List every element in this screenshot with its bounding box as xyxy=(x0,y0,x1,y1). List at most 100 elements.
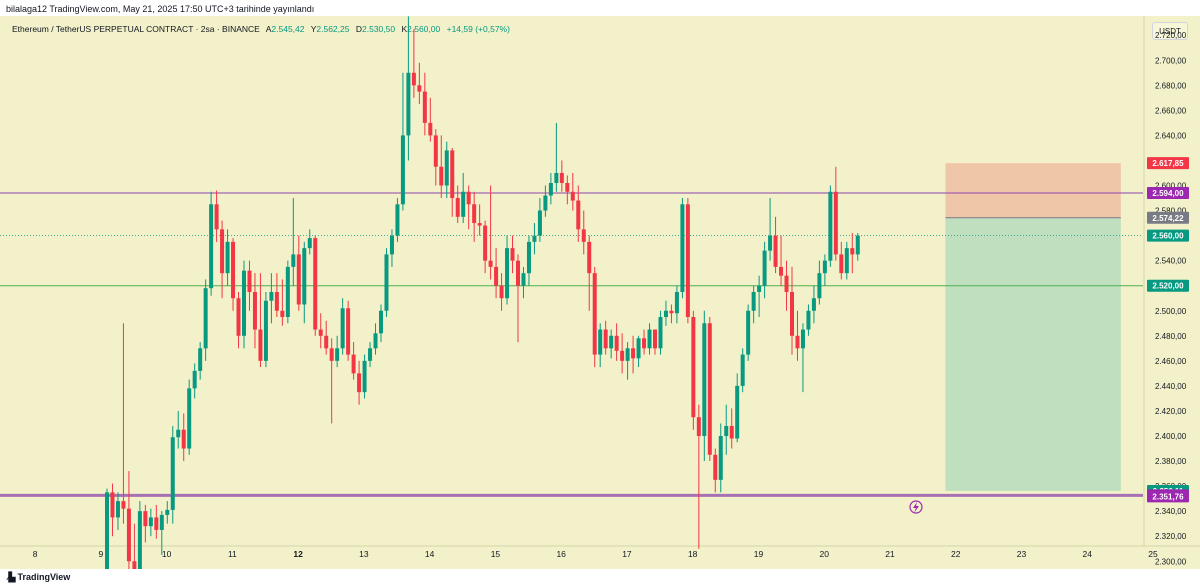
stop-loss-zone xyxy=(945,163,1121,218)
publish-info: bilalaga12 TradingView.com, May 21, 2025… xyxy=(6,4,315,14)
candle-up xyxy=(192,370,197,389)
candle-up xyxy=(285,266,290,318)
candle-up xyxy=(362,360,367,393)
y-tick-label: 2.420,00 xyxy=(1155,407,1187,416)
candle-down xyxy=(850,248,855,255)
candle-up xyxy=(674,291,679,314)
candle-down xyxy=(274,291,279,311)
price-tag-label: 2.351,76 xyxy=(1152,492,1184,501)
y-tick-label: 2.600,00 xyxy=(1155,182,1187,191)
candle-up xyxy=(379,310,383,334)
open-key: A xyxy=(265,24,272,34)
candle-down xyxy=(143,511,148,527)
candle-up xyxy=(302,248,307,305)
candle-up xyxy=(291,254,296,267)
high-key: Y xyxy=(310,24,317,34)
candle-down xyxy=(631,348,636,359)
candle-up xyxy=(757,285,762,292)
candle-up xyxy=(444,150,449,186)
candle-up xyxy=(170,437,175,510)
low-key: D xyxy=(355,24,362,34)
x-tick-label: 21 xyxy=(885,549,895,559)
candle-down xyxy=(790,291,794,336)
candle-down xyxy=(494,266,499,286)
x-tick-label: 10 xyxy=(162,549,172,559)
candle-down xyxy=(417,85,422,92)
candle-up xyxy=(505,248,510,299)
candle-down xyxy=(779,266,784,276)
candle-down xyxy=(477,223,482,226)
x-tick-label: 15 xyxy=(491,549,501,559)
candle-down xyxy=(231,241,236,299)
price-tag-label: 2.617,85 xyxy=(1152,159,1184,168)
x-tick-label: 23 xyxy=(1017,549,1027,559)
candle-down xyxy=(110,492,115,518)
tradingview-logo[interactable]: ⁄▙ TradingView xyxy=(8,572,70,583)
y-tick-label: 2.500,00 xyxy=(1155,307,1187,316)
price-tag xyxy=(1147,279,1189,292)
candle-up xyxy=(548,182,553,196)
candle-down xyxy=(592,273,597,355)
candle-up xyxy=(521,273,526,286)
x-tick-label: 12 xyxy=(293,549,303,559)
x-tick-label: 9 xyxy=(98,549,103,559)
price-tag xyxy=(1147,211,1189,224)
currency-unit-button[interactable]: USDT xyxy=(1152,22,1188,40)
candle-up xyxy=(198,348,203,371)
y-tick-label: 2.340,00 xyxy=(1155,507,1187,516)
y-tick-label: 2.380,00 xyxy=(1155,457,1187,466)
candle-down xyxy=(576,200,581,230)
y-tick-label: 2.320,00 xyxy=(1155,532,1187,541)
candle-up xyxy=(746,310,751,355)
candle-up xyxy=(828,191,833,261)
candle-down xyxy=(603,329,608,349)
candle-up xyxy=(137,511,142,569)
candle-up xyxy=(225,241,230,274)
candle-down xyxy=(247,270,252,292)
candle-up xyxy=(647,329,652,349)
candle-up xyxy=(735,385,740,439)
candle-up xyxy=(209,204,214,289)
take-profit-zone xyxy=(945,217,1121,491)
candle-up xyxy=(663,310,668,318)
candle-down xyxy=(713,454,718,480)
price-tag-label: 2.520,00 xyxy=(1152,282,1184,291)
close-key: K xyxy=(401,24,408,34)
candle-down xyxy=(357,373,362,393)
x-tick-label: 25 xyxy=(1148,549,1158,559)
candle-up xyxy=(751,291,756,311)
candle-up xyxy=(609,335,614,349)
candle-down xyxy=(685,204,690,318)
candle-up xyxy=(598,329,603,355)
candle-down xyxy=(236,298,241,336)
y-tick-label: 2.580,00 xyxy=(1155,207,1187,216)
candle-down xyxy=(839,254,844,274)
x-tick-label: 18 xyxy=(688,549,698,559)
candle-up xyxy=(724,425,729,436)
symbol-name[interactable]: Ethereum / TetherUS PERPETUAL CONTRACT ·… xyxy=(12,24,260,34)
x-tick-label: 8 xyxy=(33,549,38,559)
y-tick-label: 2.460,00 xyxy=(1155,357,1187,366)
candle-up xyxy=(461,191,466,217)
x-tick-label: 14 xyxy=(425,549,435,559)
candle-up xyxy=(395,204,400,236)
x-tick-label: 19 xyxy=(754,549,764,559)
candle-down xyxy=(439,166,444,186)
lightning-icon xyxy=(909,500,923,514)
price-tag xyxy=(1147,187,1189,200)
y-tick-label: 2.540,00 xyxy=(1155,257,1187,266)
candle-up xyxy=(159,514,164,530)
y-tick-label: 2.300,00 xyxy=(1155,557,1187,566)
candlestick-chart[interactable]: 2.740,002.720,002.700,002.680,002.660,00… xyxy=(0,16,1200,569)
candle-down xyxy=(455,198,460,217)
candle-up xyxy=(658,317,663,349)
candle-up xyxy=(811,298,816,311)
candle-up xyxy=(762,250,767,286)
candle-up xyxy=(176,429,181,438)
candle-up xyxy=(625,348,630,361)
candle-up xyxy=(844,248,849,274)
candle-up xyxy=(384,254,389,311)
candle-down xyxy=(614,335,619,351)
candle-up xyxy=(148,517,153,527)
candle-down xyxy=(620,350,625,361)
